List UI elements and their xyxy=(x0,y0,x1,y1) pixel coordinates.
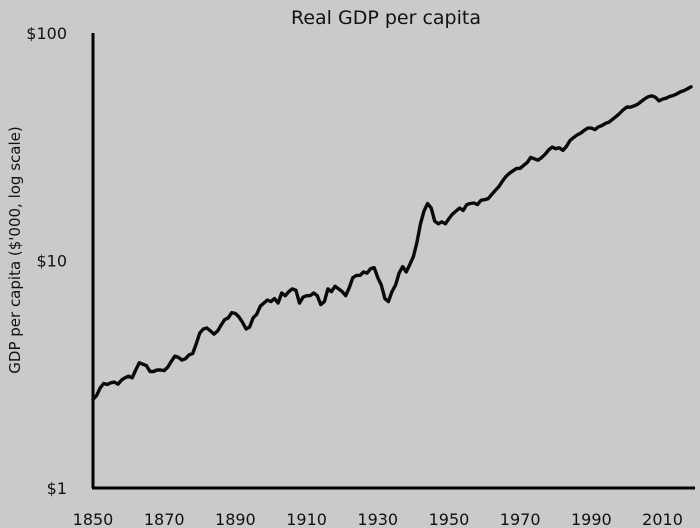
y-tick-label: $10 xyxy=(36,252,67,271)
x-tick-label: 1970 xyxy=(500,510,541,528)
x-tick-label: 1850 xyxy=(73,510,114,528)
y-tick-label: $1 xyxy=(47,479,67,498)
x-tick-labels: 1850 1870 1890 1910 1930 1950 1970 1990 2010 xyxy=(73,510,683,528)
x-tick-label: 1870 xyxy=(144,510,185,528)
y-tick-label: $100 xyxy=(26,24,67,43)
y-tick-labels: $1 $10 $100 xyxy=(26,24,67,498)
y-axis-label: GDP per capita ($'000, log scale) xyxy=(6,126,24,373)
chart-title: Real GDP per capita xyxy=(291,7,481,29)
series-line xyxy=(91,85,693,402)
x-tick-label: 1910 xyxy=(286,510,327,528)
x-tick-label: 1930 xyxy=(357,510,398,528)
x-tick-label: 1990 xyxy=(571,510,612,528)
x-tick-label: 1950 xyxy=(429,510,470,528)
x-tick-label: 2010 xyxy=(642,510,683,528)
x-tick-label: 1890 xyxy=(215,510,256,528)
